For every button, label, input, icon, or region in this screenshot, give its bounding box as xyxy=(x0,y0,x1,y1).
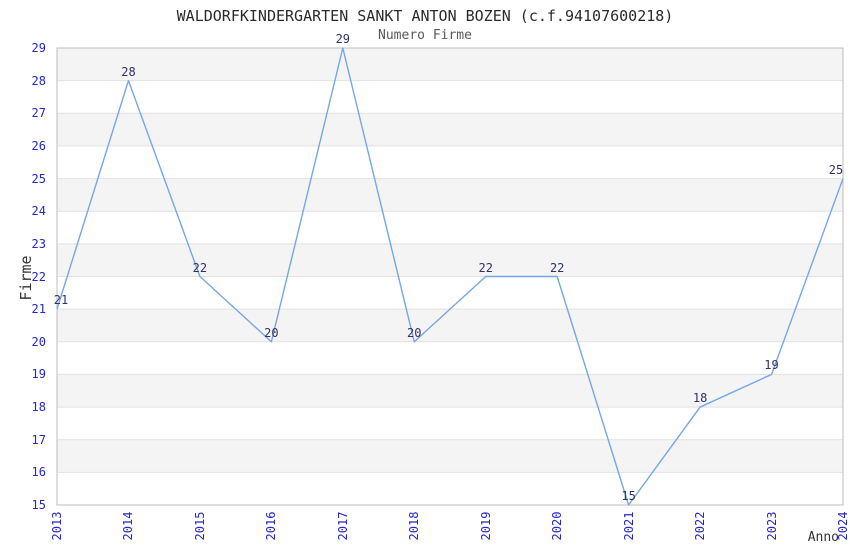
x-tick-label: 2024 xyxy=(836,511,850,541)
y-tick-label: 22 xyxy=(31,269,46,284)
y-tick-label: 27 xyxy=(31,106,46,121)
y-tick-label: 26 xyxy=(31,138,46,153)
plot-band xyxy=(57,374,843,408)
x-tick-label: 2022 xyxy=(693,511,708,541)
data-point-label: 22 xyxy=(549,260,565,275)
x-tick-label: 2016 xyxy=(264,511,279,541)
plot-band xyxy=(57,309,843,342)
data-point-label: 29 xyxy=(335,32,351,46)
chart-title: WALDORFKINDERGARTEN SANKT ANTON BOZEN (c… xyxy=(176,7,674,25)
data-point-label: 19 xyxy=(764,358,779,373)
x-tick-label: 2019 xyxy=(478,511,493,541)
x-tick-label: 2021 xyxy=(621,511,636,541)
x-axis-title: Anno xyxy=(807,530,839,545)
data-point-label: 15 xyxy=(621,489,636,503)
y-tick-label: 17 xyxy=(31,432,46,447)
x-tick-label: 2013 xyxy=(50,511,64,541)
x-tick-label: 2020 xyxy=(550,511,565,541)
plot-band xyxy=(57,243,843,277)
data-point-label: 25 xyxy=(828,162,844,177)
y-tick-label: 24 xyxy=(31,204,46,219)
data-point-label: 22 xyxy=(478,260,493,275)
data-point-label: 20 xyxy=(407,325,422,340)
y-tick-label: 23 xyxy=(31,236,46,251)
y-tick-label: 20 xyxy=(31,334,46,349)
y-tick-label: 15 xyxy=(31,498,46,512)
data-point-label: 20 xyxy=(264,325,279,340)
x-tick-label: 2023 xyxy=(764,511,779,541)
plot-band xyxy=(57,113,843,146)
series-line xyxy=(56,47,844,506)
y-tick-label: 29 xyxy=(31,41,46,55)
y-tick-label: 19 xyxy=(31,367,46,382)
y-tick-label: 25 xyxy=(31,171,46,186)
plot-border xyxy=(56,47,844,506)
data-point-label: 21 xyxy=(53,293,69,308)
x-tick-label: 2014 xyxy=(121,511,136,541)
y-tick-label: 18 xyxy=(31,400,46,415)
data-point-label: 22 xyxy=(192,260,208,275)
x-tick-label: 2018 xyxy=(407,511,422,541)
data-point-label: 18 xyxy=(692,391,708,406)
plot-band xyxy=(57,48,843,81)
x-tick-label: 2015 xyxy=(192,511,207,541)
y-tick-label: 21 xyxy=(31,302,46,317)
chart-subtitle: Numero Firme xyxy=(378,28,472,43)
plot-band xyxy=(57,178,843,212)
plot-band xyxy=(57,439,843,473)
y-tick-label: 16 xyxy=(31,465,46,480)
y-tick-label: 28 xyxy=(31,73,46,88)
x-tick-label: 2017 xyxy=(335,511,350,541)
data-point-label: 28 xyxy=(121,64,136,79)
